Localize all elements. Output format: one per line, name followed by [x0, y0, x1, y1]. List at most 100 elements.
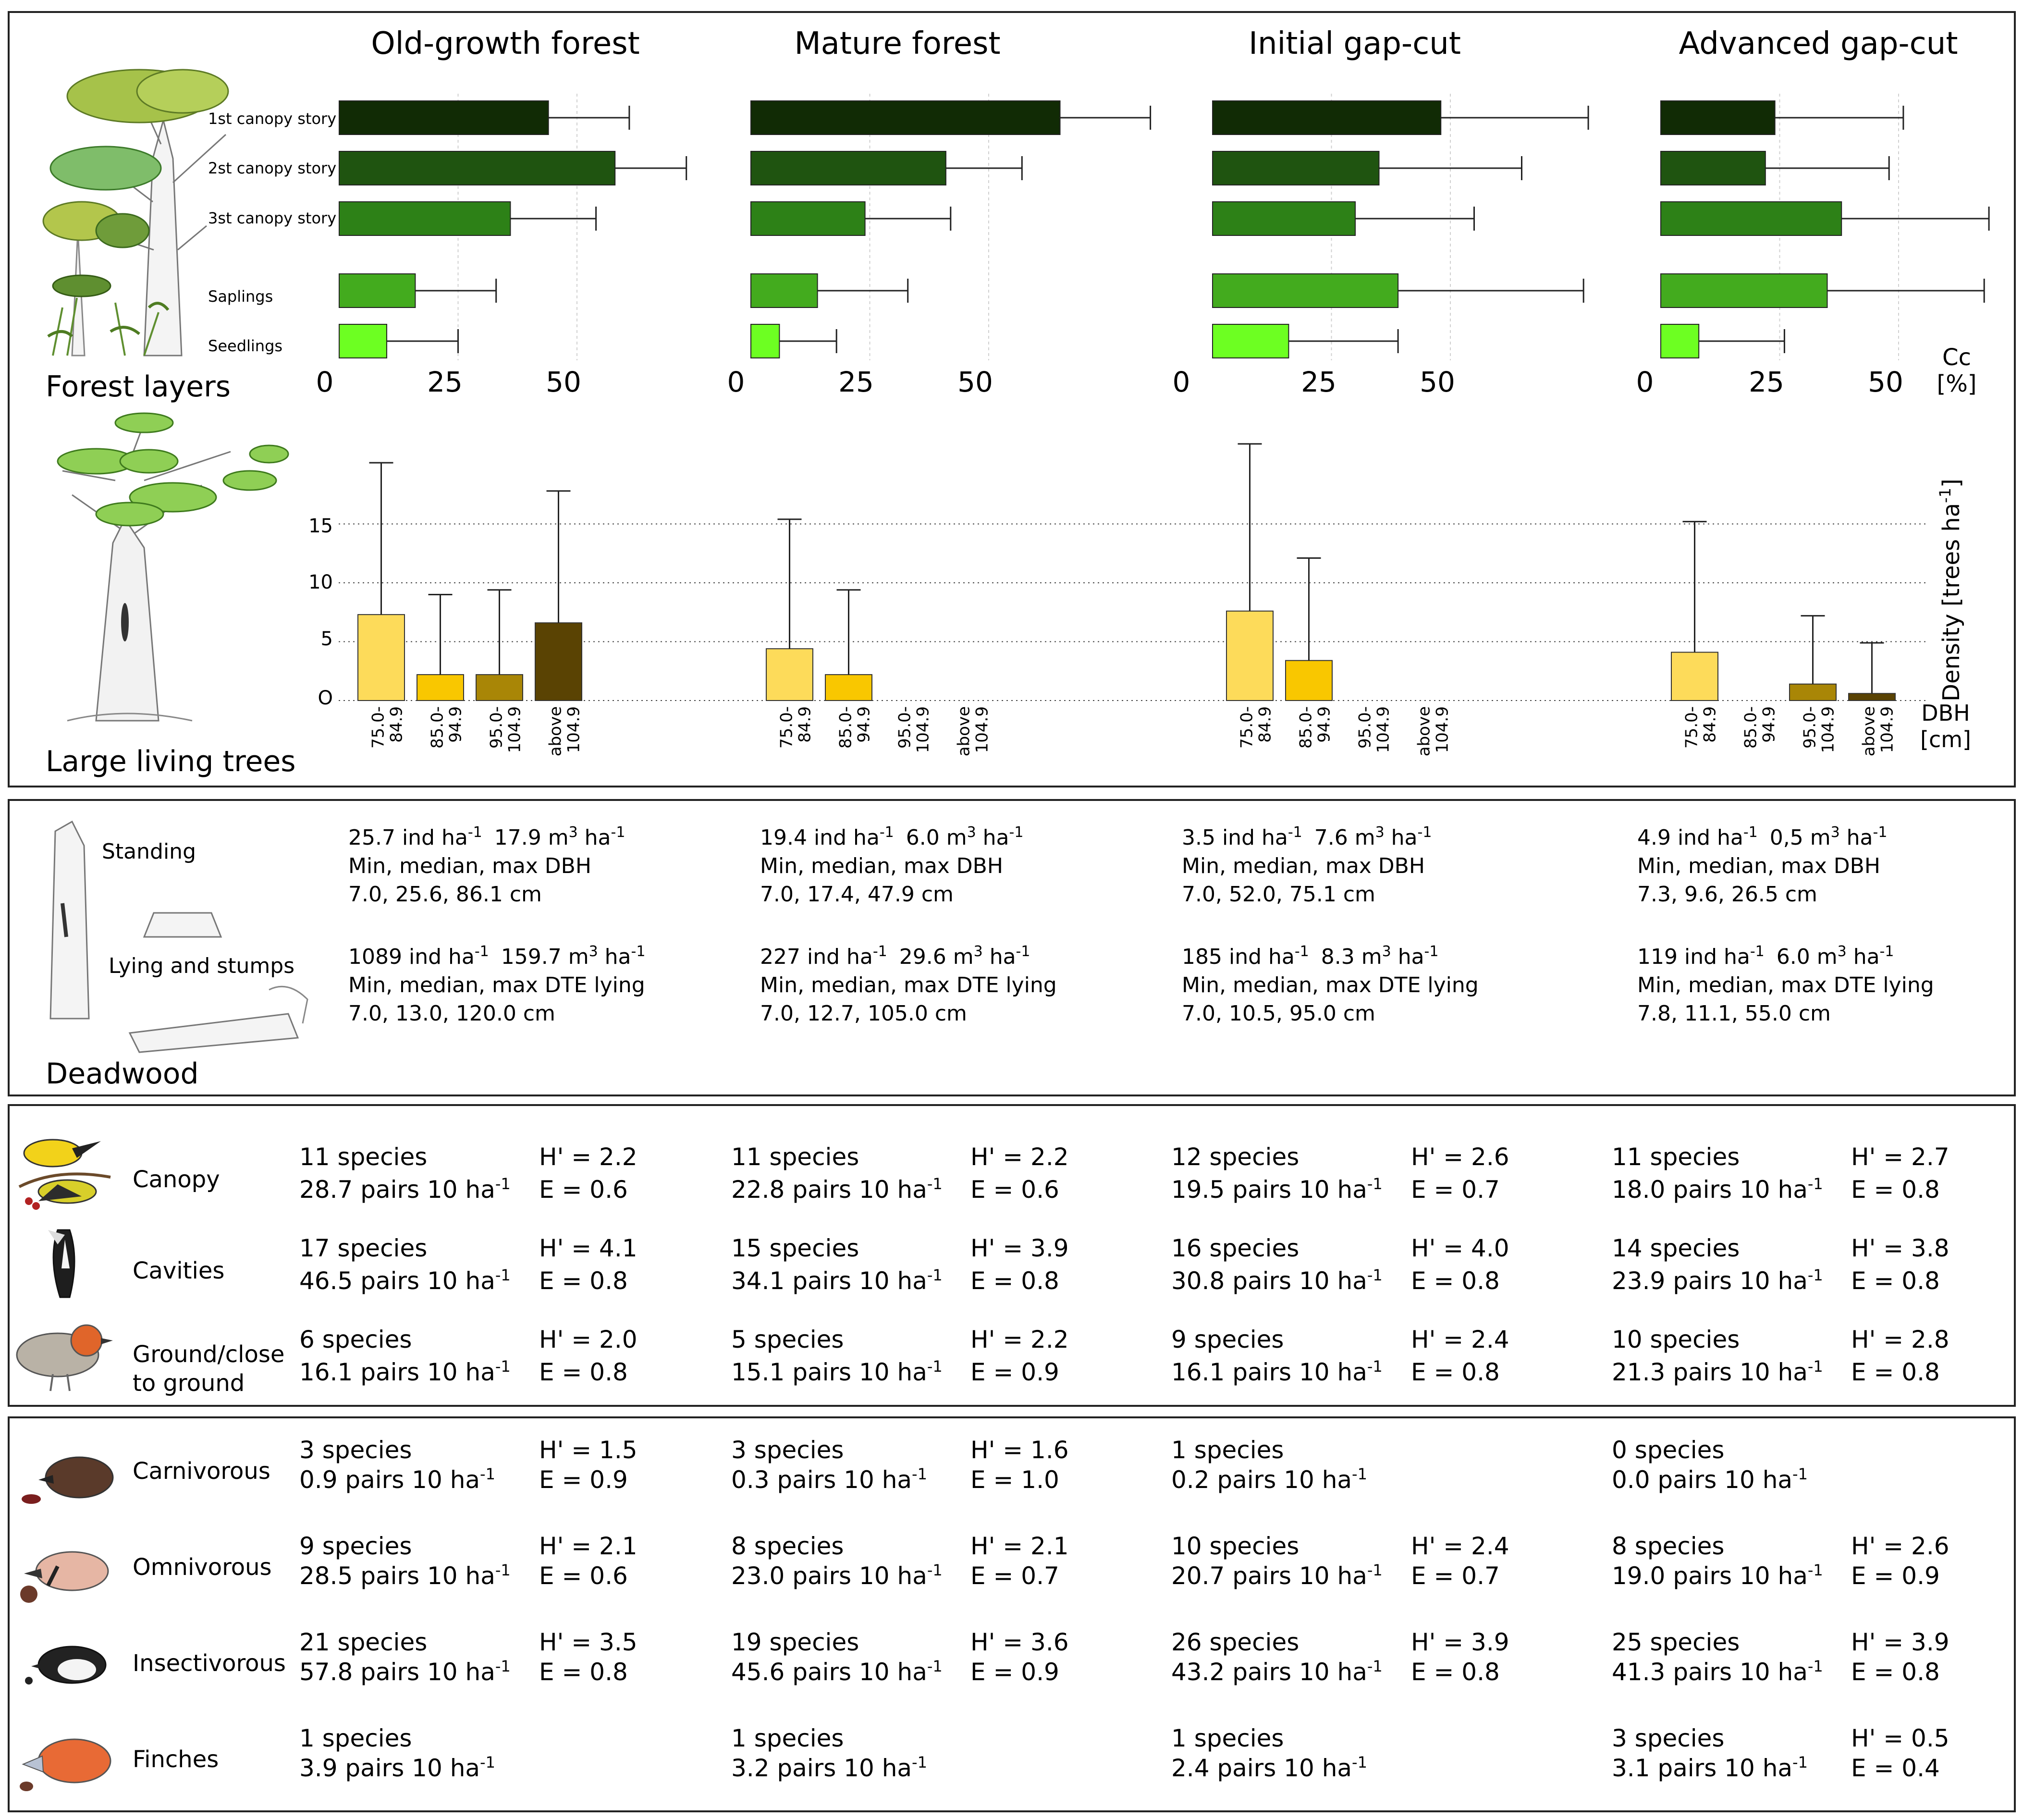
layer-label-1: 1st canopy story — [208, 110, 336, 128]
guild-pairs-sup: -1 — [927, 1561, 943, 1579]
guild-species-count: 14 species — [1612, 1234, 1740, 1262]
guild-pairs-sup: -1 — [495, 1266, 511, 1284]
forest-layers-axis-ticks: 0 25 50 0 25 50 0 25 50 0 25 50 Cc [%] — [316, 344, 1977, 398]
deadwood-vol-sup: -1 — [1424, 943, 1439, 960]
layer-bar — [750, 100, 1061, 135]
guild-shannon-index: H' = 0.5 — [1851, 1724, 1949, 1752]
guild-shannon-index: H' = 2.2 — [539, 1143, 638, 1171]
guild-pairs-text: 23.9 pairs 10 ha — [1612, 1267, 1808, 1295]
deadwood-vol-ha: ha — [976, 825, 1009, 850]
guild-evenness: E = 0.8 — [1851, 1176, 1940, 1204]
guild-shannon-index: H' = 3.5 — [539, 1628, 638, 1656]
forest-title-old-growth: Old-growth forest — [371, 26, 639, 61]
layer-bar — [1212, 324, 1289, 358]
guild-shannon-index: H' = 2.6 — [1851, 1532, 1949, 1560]
guild-pairs-sup: -1 — [1367, 1561, 1383, 1579]
dbh-tick-line: 84.9 — [796, 706, 815, 743]
ytick-0: O — [318, 687, 333, 709]
guild-species-count: 11 species — [299, 1143, 427, 1171]
tick-0-col1: 0 — [316, 366, 334, 398]
guild-pairs-sup: -1 — [1808, 1657, 1823, 1675]
deadwood-density-line: 119 ind ha-1 6.0 m3 ha-1 — [1637, 943, 1894, 969]
dbh-tick-label: 85.0-94.9 — [428, 706, 466, 749]
guild-pairs-text: 3.1 pairs 10 ha — [1612, 1754, 1792, 1782]
robin-icon — [16, 1324, 113, 1391]
deadwood-ind-sup: -1 — [1295, 943, 1309, 960]
guild-shannon-index: H' = 4.1 — [539, 1234, 638, 1262]
guild-species-count: 1 species — [731, 1724, 844, 1752]
tick-50-col2: 50 — [957, 366, 993, 398]
deadwood-ind: 19.4 ind ha — [760, 825, 880, 850]
deadwood-vol-cube: 3 — [589, 943, 598, 960]
guild-label: Insectivorous — [133, 1650, 286, 1677]
guild-pairs-sup: -1 — [1367, 1357, 1383, 1376]
guild-pairs-density: 28.7 pairs 10 ha-1 — [299, 1175, 511, 1204]
guild-pairs-density: 28.5 pairs 10 ha-1 — [299, 1561, 511, 1590]
guild-species-count: 1 species — [1171, 1724, 1284, 1752]
guild-species-count: 8 species — [731, 1532, 844, 1560]
guild-pairs-density: 2.4 pairs 10 ha-1 — [1171, 1753, 1367, 1782]
guild-evenness: E = 0.8 — [970, 1267, 1059, 1295]
dbh-tick-label: 75.0-84.9 — [1238, 706, 1275, 749]
guild-pairs-sup: -1 — [495, 1561, 511, 1579]
dbh-tick-label: above104.9 — [1415, 706, 1452, 756]
deadwood-vol: 0,5 m — [1770, 825, 1831, 850]
deadwood-vol-sup: -1 — [1009, 824, 1024, 841]
dbh-tick-line: 85.0- — [428, 706, 447, 749]
deadwood-vol-ha: ha — [983, 945, 1016, 969]
dbh-tick-line: 104.9 — [1819, 706, 1838, 753]
deadwood-vol-ha: ha — [1391, 945, 1424, 969]
golden-oriole-icon — [18, 1139, 111, 1210]
dbh-tick-label: 75.0-84.9 — [369, 706, 406, 749]
guild-pairs-density: 0.2 pairs 10 ha-1 — [1171, 1465, 1367, 1494]
guild-label: Canopy — [133, 1166, 220, 1193]
forest-title-initial-gap: Initial gap-cut — [1249, 26, 1461, 61]
guild-evenness: E = 0.8 — [539, 1658, 628, 1686]
guild-species-count: 21 species — [299, 1628, 427, 1656]
guild-species-count: 11 species — [1612, 1143, 1740, 1171]
guild-pairs-sup: -1 — [927, 1266, 943, 1284]
dbh-tick-label: 95.0-104.9 — [895, 706, 933, 753]
layer-bar — [339, 201, 511, 236]
guild-evenness: E = 0.8 — [539, 1267, 628, 1295]
deadwood-density-line: 25.7 ind ha-1 17.9 m3 ha-1 — [348, 824, 625, 850]
dbh-tick-line: 104.9 — [973, 706, 992, 753]
guild-pairs-text: 45.6 pairs 10 ha — [731, 1658, 927, 1686]
tit-head-icon — [25, 1646, 107, 1685]
guild-pairs-text: 16.1 pairs 10 ha — [299, 1358, 495, 1386]
guild-label: Ground/close — [133, 1341, 284, 1368]
guild-evenness: E = 0.9 — [970, 1358, 1059, 1386]
guild-evenness: E = 0.6 — [539, 1562, 628, 1590]
guild-pairs-text: 28.7 pairs 10 ha — [299, 1176, 495, 1204]
guild-pairs-sup: -1 — [1808, 1561, 1823, 1579]
deadwood-vol-cube: 3 — [1382, 943, 1391, 960]
deadwood-ind-sup: -1 — [1743, 824, 1758, 841]
dbh-tick-label: 95.0-104.9 — [1356, 706, 1393, 753]
guild-pairs-sup: -1 — [480, 1465, 495, 1483]
guild-label: Carnivorous — [133, 1458, 270, 1485]
axis-unit-cc: Cc — [1942, 344, 1971, 371]
layer-label-seedlings: Seedlings — [208, 337, 282, 355]
guild-shannon-index: H' = 3.9 — [970, 1234, 1069, 1262]
guild-pairs-text: 34.1 pairs 10 ha — [731, 1267, 927, 1295]
dbh-tick-line: 104.9 — [914, 706, 933, 753]
tick-50-col4: 50 — [1868, 366, 1903, 398]
ylabel-sup: -1 — [1936, 488, 1954, 503]
deadwood-standing-stat-values: 7.0, 25.6, 86.1 cm — [348, 882, 542, 907]
guild-pairs-density: 16.1 pairs 10 ha-1 — [1171, 1357, 1383, 1386]
layer-label-2: 2st canopy story — [208, 159, 336, 177]
dbh-tick-line: 104.9 — [1878, 706, 1897, 753]
guild-species-count: 9 species — [299, 1532, 412, 1560]
deadwood-vol: 29.6 m — [899, 945, 974, 969]
dbh-tick-line: 104.9 — [1433, 706, 1452, 753]
forest-layers-title: Forest layers — [46, 370, 231, 404]
trees-bar — [766, 648, 813, 701]
deadwood-lying-stat-values: 7.0, 12.7, 105.0 cm — [760, 1001, 967, 1026]
deadwood-standing-stat-values: 7.3, 9.6, 26.5 cm — [1637, 882, 1817, 907]
guild-pairs-text: 41.3 pairs 10 ha — [1612, 1658, 1808, 1686]
guild-pairs-sup: -1 — [495, 1657, 511, 1675]
guild-shannon-index: H' = 2.8 — [1851, 1326, 1949, 1353]
trees-bar — [1848, 693, 1896, 701]
deadwood-ind-sup: -1 — [1288, 824, 1302, 841]
